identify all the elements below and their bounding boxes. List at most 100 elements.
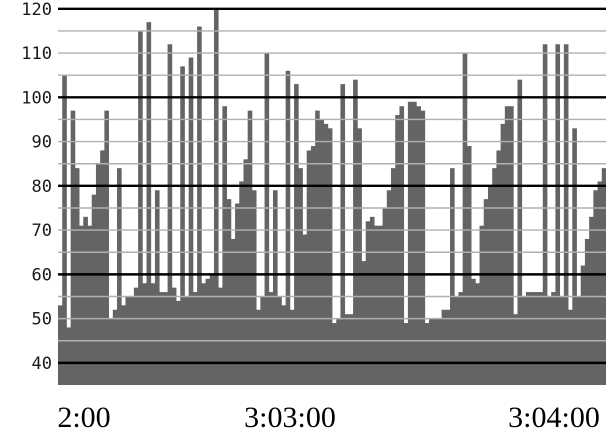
bar [66, 327, 72, 385]
bar [538, 292, 544, 385]
bar [378, 225, 383, 385]
y-tick-label: 110 [21, 44, 52, 64]
y-tick-label: 50 [32, 310, 52, 330]
bar [201, 283, 206, 385]
bar [399, 106, 405, 386]
bar [112, 309, 118, 385]
bar [74, 168, 80, 385]
y-tick-label: 120 [21, 0, 52, 20]
bar [361, 261, 367, 385]
bar [218, 287, 223, 385]
bar [584, 238, 590, 385]
y-tick-label: 40 [32, 354, 52, 374]
bar [87, 225, 93, 385]
bar [441, 309, 447, 385]
bar [235, 203, 240, 385]
bar [79, 225, 84, 385]
bar [323, 123, 329, 385]
y-tick-label: 100 [21, 88, 52, 108]
bar [154, 190, 160, 385]
bar [450, 168, 455, 385]
bar [517, 79, 523, 385]
y-tick-label: 80 [32, 177, 52, 197]
bar [357, 128, 362, 385]
bar [458, 292, 464, 385]
bar [416, 106, 421, 386]
bar [386, 190, 392, 385]
x-tick-label: 3:04:00 [508, 401, 600, 434]
bar [247, 110, 253, 385]
bar [83, 216, 88, 385]
bar [268, 292, 274, 385]
bar [492, 168, 497, 385]
bar [104, 110, 109, 385]
bar [171, 287, 177, 385]
bar [226, 199, 232, 385]
x-axis-tick-labels: 2:00 3:03:00 3:04:00 [57, 401, 600, 434]
bar [332, 323, 337, 385]
bar [353, 79, 358, 385]
bar [117, 168, 122, 385]
bar [188, 57, 194, 385]
bar [310, 146, 316, 385]
bar [230, 238, 236, 385]
grid-lines [58, 7, 606, 365]
bar [281, 305, 287, 385]
bar [197, 26, 202, 386]
bar [597, 181, 603, 385]
bar [580, 265, 586, 385]
bar [471, 278, 476, 385]
bar [285, 70, 291, 386]
bar [133, 287, 139, 385]
bar [551, 292, 556, 385]
bar [369, 216, 375, 385]
bar [344, 314, 350, 385]
bar [601, 168, 606, 385]
bar [108, 318, 114, 385]
bar [525, 292, 531, 385]
bar [475, 283, 480, 385]
bar [555, 44, 561, 385]
bar [395, 115, 400, 385]
bar [306, 150, 312, 385]
bar [70, 110, 76, 385]
bar [209, 274, 215, 385]
bar [420, 110, 426, 385]
bar [272, 190, 278, 385]
bar [483, 199, 489, 385]
bar [243, 159, 249, 385]
bar [563, 44, 569, 385]
bar [289, 309, 295, 385]
bar [251, 190, 257, 385]
bar [433, 318, 438, 385]
bar [91, 194, 97, 385]
bar [374, 225, 379, 385]
bar [294, 84, 299, 385]
bar [264, 53, 270, 385]
bar [167, 44, 173, 385]
bar [509, 106, 514, 386]
bar [487, 185, 493, 385]
bar [58, 305, 63, 385]
bar [205, 278, 211, 385]
bar [146, 22, 152, 385]
bar [391, 168, 396, 385]
bar [192, 292, 198, 385]
bar [572, 128, 577, 385]
bar [445, 309, 451, 385]
bar [348, 314, 354, 385]
bar [496, 150, 502, 385]
bar [180, 66, 185, 385]
x-tick-label: 2:00 [57, 401, 110, 434]
bar [365, 221, 371, 385]
x-tick-label: 3:03:00 [244, 401, 336, 434]
bar-series [58, 8, 606, 386]
bar [428, 318, 434, 385]
bar [256, 309, 261, 385]
bar [542, 44, 548, 385]
bar [302, 234, 308, 385]
bar [327, 128, 333, 385]
bar [407, 101, 413, 385]
bar [568, 309, 573, 385]
